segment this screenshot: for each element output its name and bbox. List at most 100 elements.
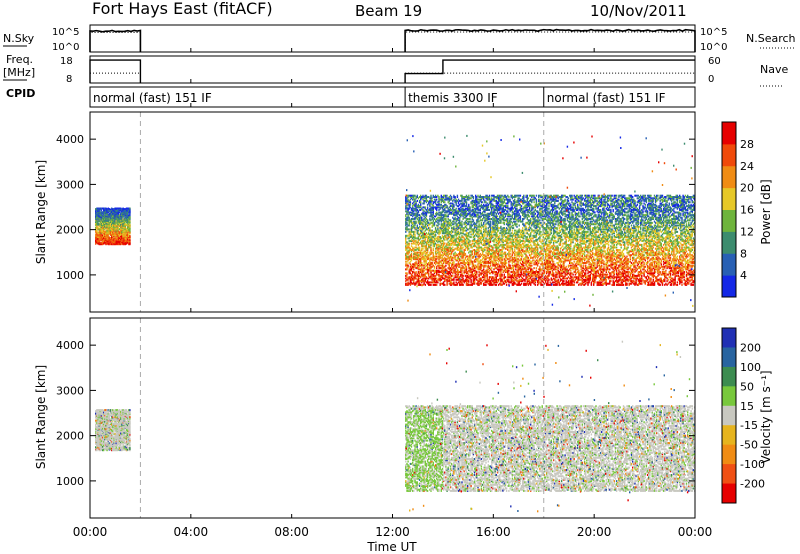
heatmap-cell (463, 197, 465, 200)
heatmap-cell (422, 206, 424, 209)
heatmap-cell (123, 236, 125, 239)
heatmap-cell (423, 234, 425, 237)
heatmap-cell (473, 282, 476, 285)
heatmap-cell (461, 250, 463, 253)
heatmap-cell (442, 228, 445, 231)
heatmap-cell (491, 281, 493, 284)
heatmap-cell (416, 241, 418, 244)
heatmap-cell (442, 237, 445, 240)
heatmap-cell (129, 230, 131, 233)
heatmap-cell (430, 199, 432, 202)
heatmap-cell (417, 254, 420, 257)
heatmap-cell (465, 210, 468, 213)
heatmap-cell (423, 245, 425, 248)
heatmap-cell (423, 218, 425, 220)
heatmap-cell (409, 203, 412, 206)
heatmap-cell (461, 274, 463, 277)
heatmap-cell (405, 247, 407, 250)
heatmap-cell (445, 278, 447, 281)
heatmap-cell (420, 198, 422, 201)
heatmap-cell (434, 230, 437, 233)
heatmap-cell (473, 278, 476, 281)
heatmap-cell (429, 268, 431, 271)
heatmap-cell (465, 233, 468, 236)
heatmap-cell (468, 262, 470, 264)
heatmap-cell (430, 265, 432, 268)
heatmap-cell (415, 282, 417, 285)
heatmap-cell (475, 194, 477, 197)
heatmap-cell (477, 218, 479, 220)
heatmap-cell (434, 207, 437, 210)
heatmap-cell (436, 243, 438, 246)
heatmap-cell (128, 221, 130, 223)
heatmap-cell (475, 233, 477, 236)
heatmap-cell (479, 196, 481, 198)
heatmap-cell (500, 243, 502, 246)
heatmap-cell (454, 211, 456, 214)
heatmap-cell (472, 240, 475, 242)
heatmap-cell (413, 214, 415, 217)
heatmap-cell (424, 263, 426, 266)
cpid-segment-label: themis 3300 IF (408, 91, 498, 105)
heatmap-cell (432, 212, 434, 215)
heatmap-cell (447, 273, 449, 276)
heatmap-cell (429, 219, 431, 222)
heatmap-cell (444, 258, 446, 261)
heatmap-cell (461, 236, 463, 239)
heatmap-cell (447, 277, 449, 280)
heatmap-cell (429, 241, 431, 244)
heatmap-cell (428, 196, 430, 198)
heatmap-cell (432, 206, 434, 209)
heatmap-cell (454, 209, 456, 211)
heatmap-cell (450, 269, 453, 272)
heatmap-cell (415, 202, 417, 205)
heatmap-cell (412, 271, 414, 273)
heatmap-cell (121, 225, 123, 228)
heatmap-cell (405, 210, 407, 213)
heatmap-cell (486, 281, 488, 284)
heatmap-cell (472, 245, 475, 248)
heatmap-cell (452, 207, 454, 210)
heatmap-cell (425, 252, 428, 255)
heatmap-cell (478, 255, 480, 258)
heatmap-cell (478, 267, 480, 270)
heatmap-cell (415, 263, 417, 266)
heatmap-cell (495, 224, 497, 227)
heatmap-cell (98, 223, 100, 226)
heatmap-cell (103, 213, 105, 216)
heatmap-cell (425, 218, 428, 220)
heatmap-cell (96, 227, 98, 230)
heatmap-cell (424, 268, 426, 271)
heatmap-cell (462, 211, 464, 214)
heatmap-cell (480, 282, 483, 285)
heatmap-cell (418, 206, 421, 209)
heatmap-cell (483, 234, 485, 237)
heatmap-cell (406, 252, 408, 255)
heatmap-cell (460, 269, 462, 272)
heatmap-cell (422, 224, 424, 227)
heatmap-cell (430, 247, 432, 250)
heatmap-cell (418, 233, 421, 236)
heatmap-cell (442, 215, 445, 218)
heatmap-cell (423, 255, 425, 258)
heatmap-cell (450, 221, 453, 224)
heatmap-cell (441, 268, 444, 271)
heatmap-cell (459, 240, 461, 242)
heatmap-cell (478, 274, 480, 277)
heatmap-cell (484, 211, 486, 214)
heatmap-cell (426, 271, 429, 273)
heatmap-cell (465, 267, 468, 270)
heatmap-cell (447, 209, 449, 211)
heatmap-cell (463, 223, 465, 226)
heatmap-cell (431, 278, 433, 281)
heatmap-cell (437, 221, 439, 224)
heatmap-cell (447, 201, 449, 204)
heatmap-cell (462, 197, 464, 200)
heatmap-cell (413, 232, 415, 235)
heatmap-cell (440, 199, 442, 202)
heatmap-cell (508, 276, 510, 279)
heatmap-cell (423, 267, 425, 270)
heatmap-cell (478, 216, 480, 219)
heatmap-cell (446, 252, 448, 255)
heatmap-cell (408, 258, 410, 261)
